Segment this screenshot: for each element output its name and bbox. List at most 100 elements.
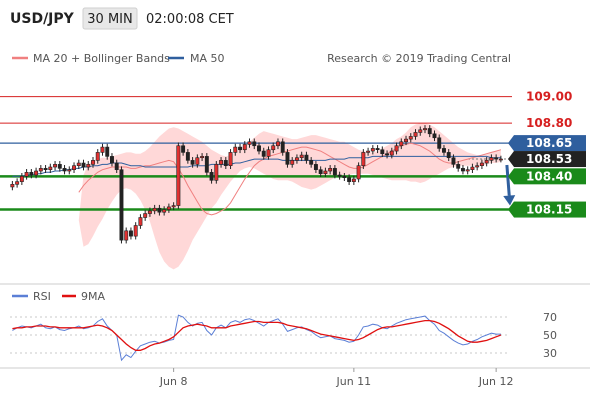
candle-body-down — [57, 164, 62, 169]
candle-body-up — [294, 157, 299, 161]
candle — [432, 130, 437, 142]
candle-body-down — [257, 145, 261, 152]
candle — [313, 161, 318, 174]
candle-body-down — [29, 172, 34, 176]
candle — [166, 203, 171, 213]
candle — [138, 214, 143, 229]
candle — [176, 142, 181, 209]
candle-body-up — [86, 164, 91, 168]
price-label-box — [514, 201, 586, 218]
candle-body-up — [147, 210, 152, 214]
copyright-text: Research © 2019 Trading Central — [327, 52, 511, 65]
candle — [29, 169, 34, 179]
candle — [385, 150, 390, 159]
candle-body-down — [494, 157, 499, 160]
ma20-line — [78, 142, 502, 216]
candle-body-up — [166, 206, 171, 210]
price-label-resistance: 108.80 — [526, 116, 572, 130]
price-label-pointer — [508, 151, 514, 168]
price-label-pointer — [508, 201, 514, 218]
price-label-text: 108.53 — [526, 152, 572, 166]
candle — [460, 165, 465, 175]
candle-body-down — [313, 164, 318, 170]
candle-body-down — [238, 146, 242, 151]
candle-body-down — [451, 157, 456, 165]
candle — [53, 161, 58, 171]
candle-body-up — [351, 178, 356, 182]
candle-body-up — [413, 132, 418, 137]
candle-body-up — [76, 162, 81, 166]
candle — [380, 146, 385, 158]
candle-body-up — [475, 165, 480, 168]
candle-body-up — [266, 149, 271, 157]
legend-rsi-label: RSI — [33, 290, 51, 303]
candle-body-down — [252, 141, 257, 147]
candle-body-up — [100, 146, 105, 153]
candle — [290, 157, 295, 168]
price-label-box — [514, 135, 586, 152]
candle — [456, 161, 461, 172]
candle — [95, 149, 100, 164]
candle — [48, 163, 53, 174]
candle — [219, 157, 224, 168]
candle — [446, 149, 451, 162]
candle-body-up — [10, 184, 15, 188]
candle — [337, 171, 342, 180]
candle-body-down — [280, 141, 285, 153]
candle — [62, 165, 67, 175]
candle-body-up — [418, 129, 423, 133]
candle-body-down — [223, 160, 228, 166]
candle-body-down — [62, 168, 67, 172]
candle — [10, 180, 15, 191]
candle — [437, 134, 442, 152]
candle-body-up — [271, 145, 276, 151]
candle — [15, 178, 20, 188]
candle — [451, 154, 456, 168]
ma50-line — [12, 155, 501, 177]
candle-body-down — [442, 148, 446, 153]
candle-body-down — [114, 162, 119, 170]
interval-button[interactable] — [82, 7, 138, 30]
candle — [498, 155, 503, 163]
price-label-text: 109.00 — [526, 90, 572, 104]
candle-body-down — [185, 152, 190, 161]
candle-body-up — [15, 181, 20, 185]
candle-body-up — [299, 154, 304, 159]
candle — [266, 146, 271, 160]
candle-body-up — [370, 148, 375, 152]
candle — [475, 162, 480, 171]
rsi-tick-label: 70 — [543, 311, 557, 324]
candle — [427, 125, 432, 138]
candle-body-up — [176, 145, 181, 206]
candle-body-up — [356, 165, 361, 180]
candle — [294, 154, 299, 164]
candle — [252, 138, 257, 150]
candle-body-up — [276, 141, 280, 147]
symbol-label: USD/JPY — [10, 11, 75, 27]
candle — [204, 153, 209, 176]
legend-ma20-label: MA 20 + Bollinger Bands — [33, 52, 170, 65]
candle — [408, 133, 413, 143]
time-axis: Jun 8 Jun 11 Jun 12 — [159, 368, 514, 388]
candle-body-up — [24, 172, 29, 177]
candles — [10, 125, 503, 244]
candle-body-down — [456, 164, 461, 169]
candle-body-up — [200, 156, 205, 159]
price-label-pivot: 108.65 — [508, 135, 586, 152]
candle — [276, 138, 280, 150]
candle — [484, 157, 489, 167]
price-label-pointer — [508, 135, 514, 152]
price-labels: 109.00 108.80 108.65 108.53 108.40 108.15 — [508, 90, 586, 218]
candle — [147, 207, 152, 217]
candle-body-down — [209, 172, 214, 181]
candle-body-up — [19, 176, 24, 182]
candle-body-up — [366, 150, 371, 153]
candle — [389, 147, 394, 159]
candle-body-up — [138, 217, 143, 226]
moving-averages — [12, 142, 502, 216]
candle-body-down — [119, 169, 124, 241]
candle — [24, 169, 29, 180]
price-label-resistance: 109.00 — [526, 90, 572, 104]
time-tick-label: Jun 12 — [478, 375, 514, 388]
candle — [214, 161, 219, 184]
